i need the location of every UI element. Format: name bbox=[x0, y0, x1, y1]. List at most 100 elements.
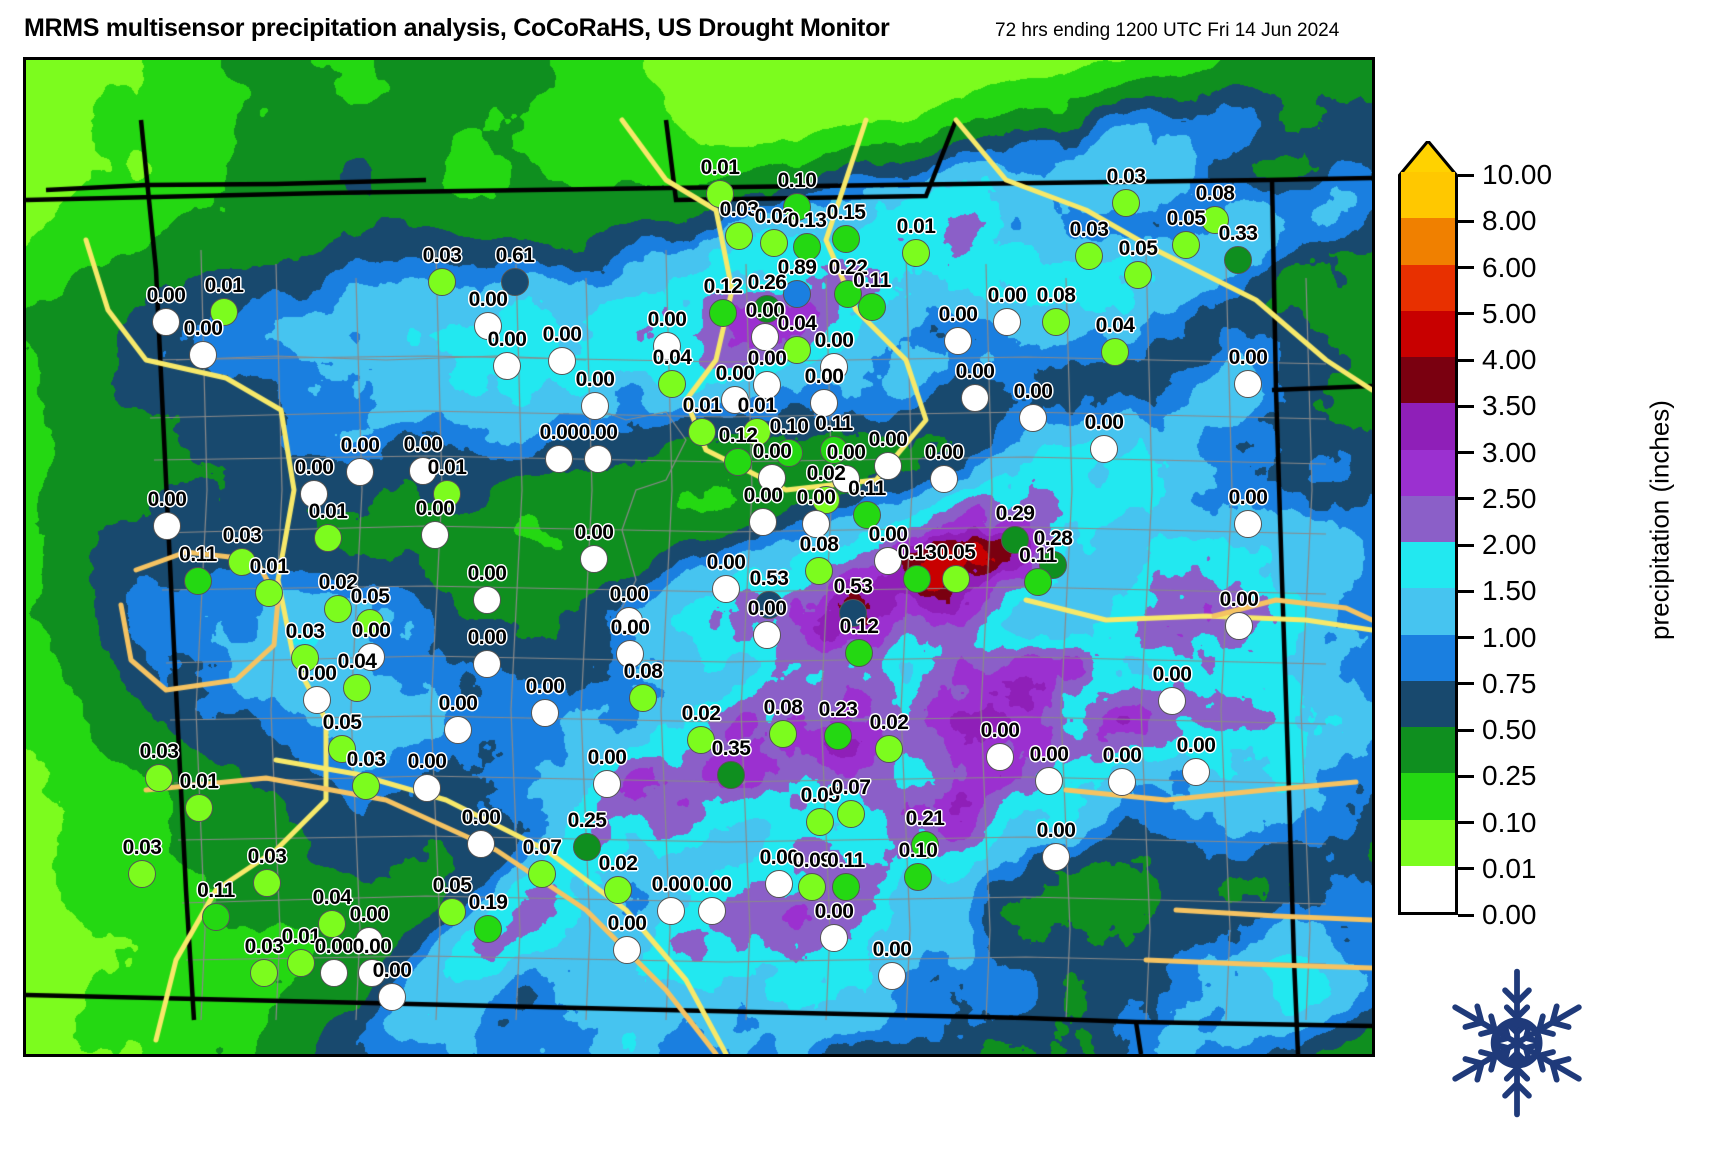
station-marker[interactable]: 0.01 bbox=[738, 395, 777, 447]
station-marker[interactable]: 0.05 bbox=[351, 586, 390, 638]
station-marker[interactable]: 0.03 bbox=[248, 846, 287, 898]
station-marker[interactable]: 0.01 bbox=[683, 395, 722, 447]
station-marker[interactable]: 0.01 bbox=[897, 216, 936, 268]
station-marker[interactable]: 0.00 bbox=[869, 429, 908, 481]
station-marker[interactable]: 0.10 bbox=[778, 170, 817, 222]
station-marker[interactable]: 0.05 bbox=[323, 712, 362, 764]
station-marker[interactable]: 0.00 bbox=[939, 304, 978, 356]
station-marker[interactable]: 0.00 bbox=[184, 318, 223, 370]
station-marker[interactable]: 0.00 bbox=[353, 936, 392, 988]
station-marker[interactable]: 0.01 bbox=[250, 556, 289, 608]
station-marker[interactable]: 0.00 bbox=[416, 498, 455, 550]
station-marker[interactable]: 0.00 bbox=[610, 584, 649, 636]
station-marker[interactable]: 0.33 bbox=[1219, 223, 1258, 275]
station-marker[interactable]: 0.00 bbox=[746, 300, 785, 352]
station-marker[interactable]: 0.00 bbox=[760, 847, 799, 899]
station-marker[interactable]: 0.03 bbox=[347, 749, 386, 801]
station-marker[interactable]: 0.01 bbox=[701, 157, 740, 209]
station-marker[interactable]: 0.00 bbox=[579, 422, 618, 474]
station-marker[interactable]: 0.11 bbox=[179, 544, 217, 596]
station-marker[interactable]: 0.00 bbox=[608, 913, 647, 965]
station-marker[interactable]: 0.11 bbox=[853, 270, 891, 322]
station-marker[interactable]: 0.00 bbox=[147, 285, 186, 337]
station-marker[interactable]: 0.00 bbox=[748, 348, 787, 400]
station-marker[interactable]: 0.00 bbox=[611, 617, 650, 669]
station-marker[interactable]: 0.07 bbox=[832, 777, 871, 829]
station-marker[interactable]: 0.03 bbox=[720, 199, 759, 251]
station-marker[interactable]: 0.00 bbox=[575, 522, 614, 574]
station-marker[interactable]: 0.00 bbox=[988, 285, 1027, 337]
station-marker[interactable]: 0.00 bbox=[488, 329, 527, 381]
station-marker[interactable]: 0.00 bbox=[404, 434, 443, 486]
station-marker[interactable]: 0.00 bbox=[693, 874, 732, 926]
station-marker[interactable]: 0.00 bbox=[716, 363, 755, 415]
station-marker[interactable]: 0.00 bbox=[1229, 347, 1268, 399]
station-marker[interactable]: 0.04 bbox=[313, 887, 352, 939]
station-marker[interactable]: 0.35 bbox=[712, 738, 751, 790]
station-marker[interactable]: 0.11 bbox=[815, 413, 853, 465]
station-marker[interactable]: 0.01 bbox=[180, 771, 219, 823]
station-marker[interactable]: 0.00 bbox=[543, 324, 582, 376]
station-marker[interactable]: 0.00 bbox=[648, 309, 687, 361]
station-marker[interactable]: 0.10 bbox=[770, 416, 809, 468]
station-marker[interactable]: 0.08 bbox=[1196, 183, 1235, 235]
station-marker[interactable]: 0.00 bbox=[815, 330, 854, 382]
station-marker[interactable]: 0.00 bbox=[707, 552, 746, 604]
station-marker[interactable]: 0.00 bbox=[576, 369, 615, 421]
station-marker[interactable]: 0.00 bbox=[462, 807, 501, 859]
station-marker[interactable]: 0.03 bbox=[123, 837, 162, 889]
station-marker[interactable]: 0.02 bbox=[319, 572, 358, 624]
station-marker[interactable]: 0.00 bbox=[753, 441, 792, 493]
station-marker[interactable]: 0.12 bbox=[719, 425, 758, 477]
station-marker[interactable]: 0.11 bbox=[848, 478, 886, 530]
station-marker[interactable]: 0.02 bbox=[682, 703, 721, 755]
station-marker[interactable]: 0.61 bbox=[496, 245, 535, 297]
station-marker[interactable]: 0.00 bbox=[873, 939, 912, 991]
station-marker[interactable]: 0.53 bbox=[750, 568, 789, 620]
station-marker[interactable]: 0.12 bbox=[840, 616, 879, 668]
station-marker[interactable]: 0.00 bbox=[1220, 589, 1259, 641]
station-marker[interactable]: 0.03 bbox=[245, 936, 284, 988]
station-marker[interactable]: 0.03 bbox=[286, 621, 325, 673]
station-marker[interactable]: 0.05 bbox=[1167, 208, 1206, 260]
station-marker[interactable]: 0.00 bbox=[815, 901, 854, 953]
station-marker[interactable]: 0.53 bbox=[834, 576, 873, 628]
station-marker[interactable]: 0.01 bbox=[309, 501, 348, 553]
station-marker[interactable]: 0.00 bbox=[315, 936, 354, 988]
station-marker[interactable]: 0.00 bbox=[925, 442, 964, 494]
station-marker[interactable]: 0.00 bbox=[744, 485, 783, 537]
station-marker[interactable]: 0.05 bbox=[937, 542, 976, 594]
station-marker[interactable]: 0.03 bbox=[140, 741, 179, 793]
station-marker[interactable]: 0.04 bbox=[778, 313, 817, 365]
station-marker[interactable]: 0.08 bbox=[1037, 285, 1076, 337]
station-marker[interactable]: 0.00 bbox=[350, 904, 389, 956]
station-marker[interactable]: 0.25 bbox=[568, 810, 607, 862]
station-marker[interactable]: 0.23 bbox=[819, 699, 858, 751]
station-marker[interactable]: 0.00 bbox=[352, 620, 391, 672]
station-marker[interactable]: 0.00 bbox=[468, 627, 507, 679]
station-marker[interactable]: 0.29 bbox=[996, 503, 1035, 555]
station-marker[interactable]: 0.00 bbox=[805, 366, 844, 418]
station-marker[interactable]: 0.00 bbox=[148, 489, 187, 541]
station-marker[interactable]: 0.10 bbox=[899, 840, 938, 892]
station-marker[interactable]: 0.00 bbox=[1014, 381, 1053, 433]
station-marker[interactable]: 0.08 bbox=[800, 534, 839, 586]
station-marker[interactable]: 0.02 bbox=[870, 712, 909, 764]
station-marker[interactable]: 0.02 bbox=[599, 853, 638, 905]
station-marker[interactable]: 0.00 bbox=[373, 960, 412, 1012]
station-marker[interactable]: 0.05 bbox=[433, 875, 472, 927]
station-marker[interactable]: 0.00 bbox=[540, 422, 579, 474]
station-marker[interactable]: 0.00 bbox=[341, 435, 380, 487]
station-marker[interactable]: 0.00 bbox=[469, 289, 508, 341]
station-marker[interactable]: 0.15 bbox=[827, 202, 866, 254]
station-marker[interactable]: 0.00 bbox=[981, 720, 1020, 772]
station-marker[interactable]: 0.13 bbox=[898, 542, 937, 594]
station-marker[interactable]: 0.04 bbox=[653, 347, 692, 399]
station-marker[interactable]: 0.13 bbox=[788, 210, 827, 262]
station-marker[interactable]: 0.07 bbox=[523, 837, 562, 889]
station-marker[interactable]: 0.19 bbox=[469, 892, 508, 944]
station-marker[interactable]: 0.00 bbox=[1085, 412, 1124, 464]
station-marker[interactable]: 0.26 bbox=[748, 272, 787, 324]
station-marker[interactable]: 0.00 bbox=[1037, 820, 1076, 872]
station-marker[interactable]: 0.03 bbox=[223, 525, 262, 577]
